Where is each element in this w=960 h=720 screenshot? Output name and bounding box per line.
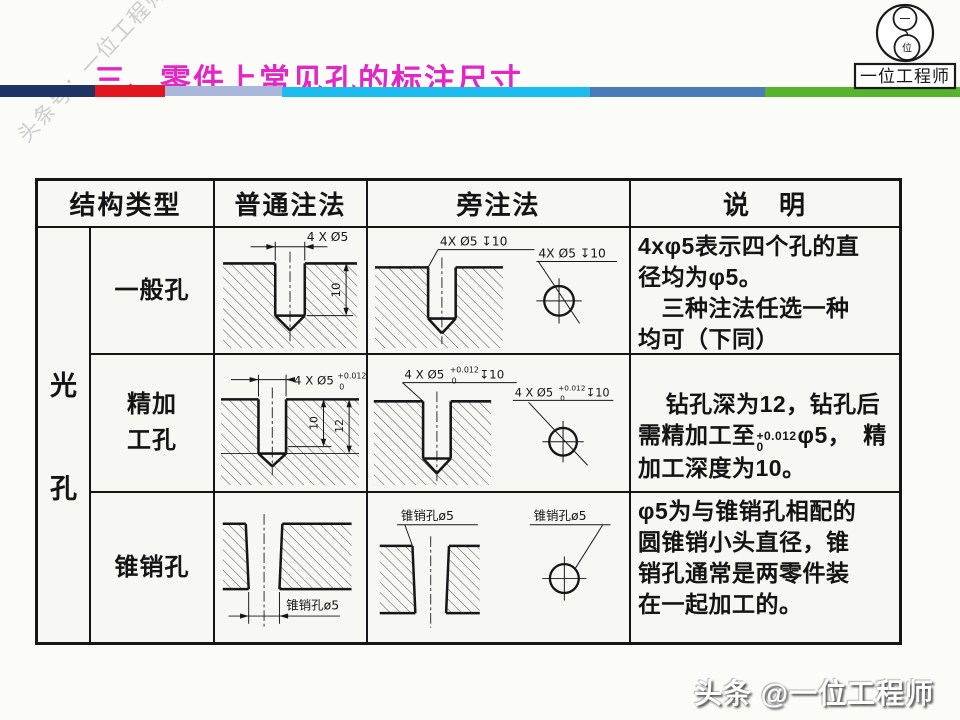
divider-segment-green	[765, 87, 960, 97]
category-plain-hole: 光 孔	[38, 228, 91, 642]
drawing-general-side: 4X Ø5 ↧10 4X Ø5 ↧10	[368, 228, 631, 355]
footer-brand: 头条 @一位工程师	[693, 678, 934, 709]
logo-circle-top-char: 一	[900, 13, 911, 26]
note-finished-tolerance: +0.012 0	[756, 429, 797, 454]
divider-segment-navy	[0, 85, 95, 97]
label-d10-finished: 10	[308, 416, 321, 430]
brand-logo: 一 位 一位工程师	[853, 3, 957, 90]
type-taper-pin-hole: 锥销孔	[91, 493, 215, 642]
taperpin-side-geometry	[379, 524, 611, 628]
note-taper-pin-hole: φ5为与锥销孔相配的 圆锥销小头直径，锥 销孔通常是两零件装 在一起加工的。	[638, 498, 857, 617]
label-side-finished-prefix: 4 X Ø5	[404, 368, 444, 382]
label-side-general-circle: 4X Ø5 ↧10	[538, 247, 606, 261]
header-common-notation: 普通注法	[215, 181, 368, 228]
drawing-finished-common: 4 X Ø5 +0.012 0 10 12	[215, 355, 368, 493]
drawing-taperpin-common: 锥销孔ø5	[215, 493, 368, 642]
logo-circle-bottom-char: 位	[902, 42, 912, 55]
finished-common-geometry	[221, 374, 359, 486]
label-circle-finished-prefix: 4 X Ø5	[515, 385, 553, 399]
note-finished-part1: 钻孔深为12，钻孔后 需精加工至	[638, 391, 881, 448]
label-taperpin-circle: 锥销孔ø5	[534, 508, 587, 523]
divider-segment-periwinkle	[165, 86, 282, 96]
divider-segment-red	[95, 85, 165, 97]
label-circle-finished-tolzero: 0	[560, 393, 565, 402]
label-tol-plus-finished: +0.012	[337, 372, 366, 381]
label-taperpin-common: 锥销孔ø5	[286, 597, 339, 612]
drawing-general-common: 4 X Ø5 10	[215, 228, 368, 355]
label-dia-finished: 4 X Ø5	[294, 374, 334, 388]
label-d12-finished: 12	[333, 419, 346, 433]
logo-geometry	[853, 3, 957, 90]
note-finished-hole: 钻孔深为12，钻孔后 需精加工至 +0.012 0 φ5， 精 加工深度为10。	[631, 355, 899, 493]
header-side-notation: 旁注法	[368, 181, 631, 228]
label-tol-zero-finished: 0	[339, 382, 344, 391]
label-dia-general: 4 X Ø5	[307, 230, 349, 244]
tolerance-upper: +0.012	[756, 429, 797, 443]
header-explanation: 说 明	[631, 181, 899, 228]
header-structure-type: 结构类型	[38, 181, 215, 228]
finished-side-geometry	[373, 382, 614, 486]
category-char-2: 孔	[50, 474, 77, 504]
drawing-taperpin-side: 锥销孔ø5 锥销孔ø5	[368, 493, 631, 642]
type-finished-hole: 精加 工孔	[91, 355, 215, 493]
type-general-hole: 一般孔	[91, 228, 215, 355]
divider-segment-steel-blue	[590, 87, 765, 97]
logo-title: 一位工程师	[860, 67, 950, 87]
category-char-1: 光	[50, 371, 77, 401]
general-common-geometry	[223, 241, 357, 349]
label-taperpin-section: 锥销孔ø5	[401, 508, 454, 523]
label-circle-finished-tolplus: +0.012	[558, 383, 585, 392]
drawing-finished-side: 4 X Ø5 +0.012 0 ↧10 4 X Ø5 +0.012 0 ↧10	[368, 355, 631, 493]
note-finished-part2: φ5， 精 加工深度为10。	[638, 422, 887, 481]
divider-segment-cyan	[282, 87, 590, 97]
label-side-finished-tolzero: 0	[452, 377, 457, 386]
general-side-geometry	[374, 249, 618, 349]
label-side-finished-suffix: ↧10	[479, 368, 504, 382]
label-side-general-section: 4X Ø5 ↧10	[440, 235, 508, 249]
label-side-finished-tolplus: +0.012	[450, 366, 479, 375]
label-depth-general: 10	[329, 283, 343, 298]
label-circle-finished-suffix: ↧10	[586, 385, 610, 399]
note-general-hole: 4xφ5表示四个孔的直 径均为φ5。 三种注法任选一种 均可（下同）	[631, 228, 899, 355]
hole-dimensioning-table: 结构类型 普通注法 旁注法 说 明 光 孔 一般孔 4 X Ø5 10	[35, 178, 902, 645]
tolerance-lower: 0	[756, 440, 764, 454]
